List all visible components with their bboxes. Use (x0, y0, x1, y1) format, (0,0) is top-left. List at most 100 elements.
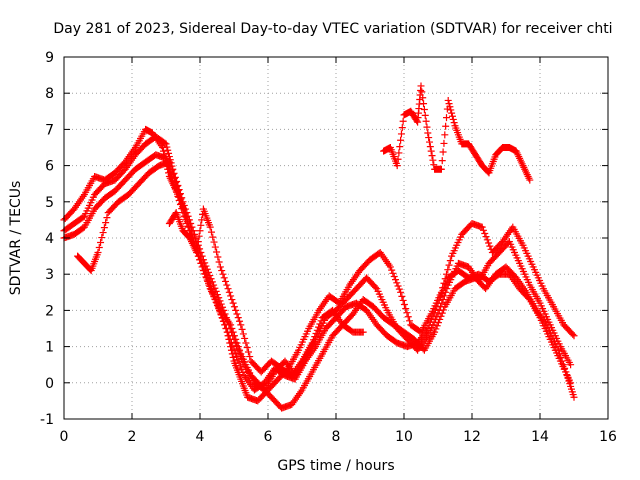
data-point (244, 348, 252, 356)
data-point (86, 266, 94, 274)
series-track-d (74, 158, 578, 412)
x-tick-label: 6 (264, 429, 273, 445)
data-point (215, 258, 223, 266)
data-point (486, 242, 494, 250)
data-point (236, 346, 244, 354)
data-point (202, 262, 210, 270)
data-point (422, 117, 430, 125)
data-point (312, 329, 320, 337)
data-point (439, 286, 447, 294)
data-point (449, 115, 457, 123)
data-point (100, 224, 108, 232)
data-point (428, 315, 436, 323)
data-point (199, 263, 207, 271)
data-point (481, 229, 489, 237)
data-point (403, 309, 411, 317)
data-point (427, 147, 435, 155)
data-point (225, 288, 233, 296)
data-point (446, 103, 454, 111)
data-point (224, 285, 232, 293)
y-tick-label: -1 (40, 412, 54, 428)
data-point (448, 109, 456, 117)
data-point (433, 302, 441, 310)
data-point (99, 229, 107, 237)
data-point (173, 182, 181, 190)
data-point (216, 297, 224, 305)
data-point (238, 325, 246, 333)
data-point (232, 306, 240, 314)
data-point (229, 299, 237, 307)
data-point (308, 339, 316, 347)
data-point (243, 344, 251, 352)
data-point (234, 314, 242, 322)
series-track-e (165, 205, 367, 380)
data-point (161, 139, 169, 147)
data-point (168, 166, 176, 174)
data-point (169, 170, 177, 178)
x-tick-label: 0 (60, 429, 69, 445)
data-point (398, 124, 406, 132)
data-point (201, 270, 209, 278)
data-point (445, 100, 453, 108)
y-axis-label: SDTVAR / TECUs (8, 181, 24, 296)
data-point (209, 233, 217, 241)
data-point (395, 285, 403, 293)
data-point (164, 146, 172, 154)
data-point (446, 257, 454, 265)
data-point (428, 152, 436, 160)
data-point (431, 328, 439, 336)
data-point (433, 322, 441, 330)
data-point (394, 155, 402, 163)
data-point (426, 138, 433, 146)
data-point (430, 161, 438, 169)
data-point (479, 226, 487, 234)
data-point (424, 325, 432, 332)
data-point (185, 222, 193, 230)
data-point (398, 292, 406, 300)
data-point (309, 336, 317, 344)
data-point (165, 149, 173, 157)
y-tick-label: 3 (45, 267, 54, 283)
data-point (233, 310, 241, 318)
data-point (183, 218, 191, 226)
data-point (526, 176, 534, 184)
data-point (204, 277, 212, 285)
series-track-b (60, 133, 575, 394)
data-point (426, 318, 434, 326)
data-point (227, 321, 235, 329)
data-point (420, 105, 428, 113)
data-point (559, 361, 567, 369)
data-point (213, 248, 221, 256)
data-point (195, 252, 203, 260)
data-point (311, 333, 319, 341)
data-point (175, 196, 183, 204)
data-point (484, 168, 492, 176)
data-point (386, 263, 394, 271)
data-point (424, 129, 432, 137)
data-point (393, 279, 401, 287)
data-point (196, 227, 204, 235)
data-point (482, 233, 490, 241)
data-point (442, 122, 450, 130)
data-point (445, 261, 453, 269)
data-point (239, 368, 247, 376)
y-tick-label: 9 (45, 50, 54, 66)
data-point (162, 140, 170, 148)
data-point (98, 234, 106, 242)
data-point (229, 328, 237, 336)
data-point (230, 332, 238, 340)
data-point (400, 301, 408, 309)
x-tick-label: 14 (531, 429, 549, 445)
data-point (443, 114, 450, 122)
data-point (570, 332, 578, 340)
data-point (205, 281, 213, 289)
data-point (198, 216, 206, 224)
data-point (418, 88, 426, 96)
data-point (569, 330, 577, 338)
data-point (223, 281, 231, 289)
data-point (359, 328, 367, 336)
data-point (396, 143, 404, 151)
data-point (556, 350, 564, 358)
data-point (178, 200, 186, 208)
x-tick-label: 2 (128, 429, 137, 445)
